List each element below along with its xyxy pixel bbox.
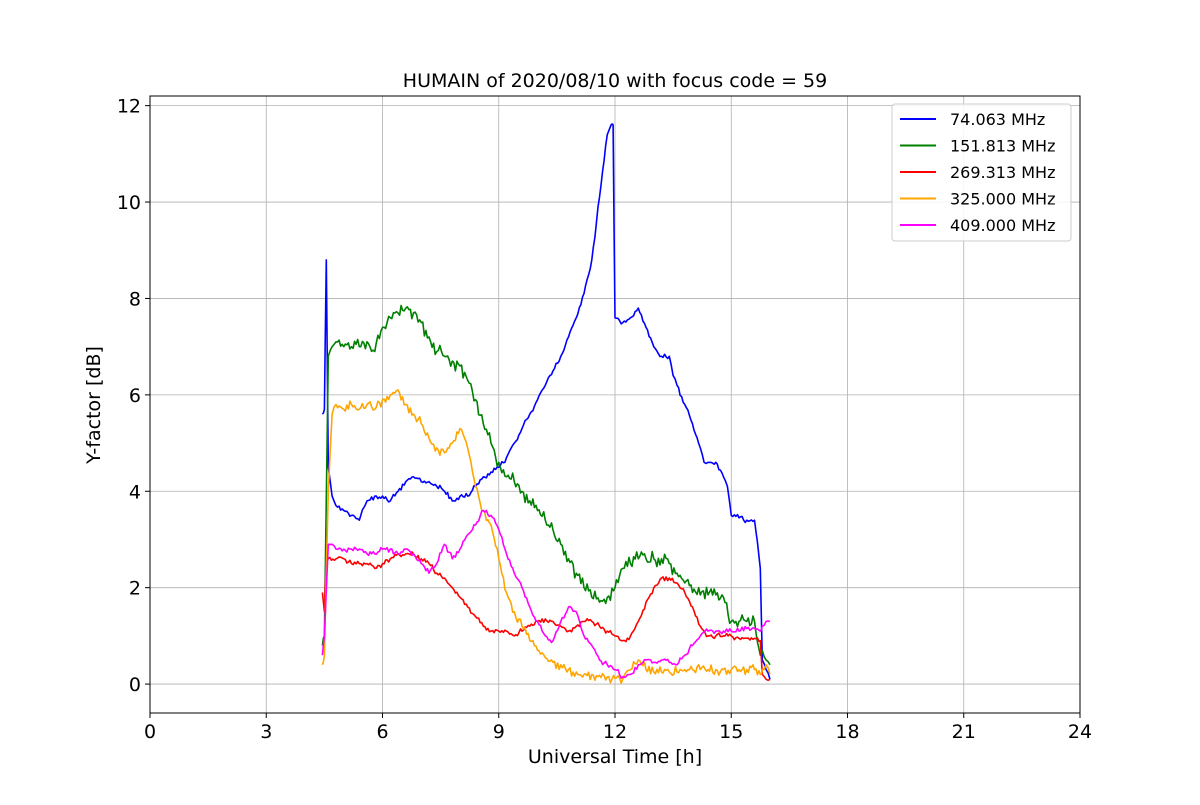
y-tick-label: 4 bbox=[129, 481, 141, 503]
y-axis-label: Y-factor [dB] bbox=[83, 346, 105, 465]
series-line-3 bbox=[321, 551, 771, 682]
legend-label: 325.000 MHz bbox=[950, 190, 1055, 209]
x-axis-label: Universal Time [h] bbox=[528, 746, 702, 768]
y-tick-label: 8 bbox=[129, 288, 141, 310]
y-tick-label: 0 bbox=[129, 674, 141, 696]
legend-label: 409.000 MHz bbox=[950, 216, 1055, 235]
y-tick-label: 6 bbox=[129, 385, 141, 407]
y-tick-label: 12 bbox=[117, 96, 141, 118]
series-line-1 bbox=[321, 123, 771, 680]
x-tick-label: 15 bbox=[719, 721, 743, 743]
legend-label: 151.813 MHz bbox=[950, 137, 1055, 156]
y-tick-label: 2 bbox=[129, 578, 141, 600]
x-tick-label: 24 bbox=[1068, 721, 1092, 743]
x-tick-label: 18 bbox=[835, 721, 859, 743]
series-line-2 bbox=[321, 304, 771, 666]
y-tick-label: 10 bbox=[117, 192, 141, 214]
legend-label: 74.063 MHz bbox=[950, 110, 1045, 129]
x-tick-label: 21 bbox=[952, 721, 976, 743]
x-tick-label: 6 bbox=[376, 721, 388, 743]
legend-box bbox=[891, 103, 1072, 242]
chart-title: HUMAIN of 2020/08/10 with focus code = 5… bbox=[403, 70, 827, 92]
series-line-5 bbox=[321, 509, 771, 679]
x-tick-label: 12 bbox=[603, 721, 627, 743]
x-tick-label: 3 bbox=[260, 721, 272, 743]
x-tick-label: 0 bbox=[144, 721, 156, 743]
legend: 74.063 MHz 151.813 MHz 269.313 MHz 325.000 … bbox=[891, 103, 1072, 242]
x-tick-label: 9 bbox=[493, 721, 505, 743]
series-line-4 bbox=[321, 389, 771, 684]
series-layer bbox=[321, 123, 771, 684]
legend-label: 269.313 MHz bbox=[950, 163, 1055, 182]
